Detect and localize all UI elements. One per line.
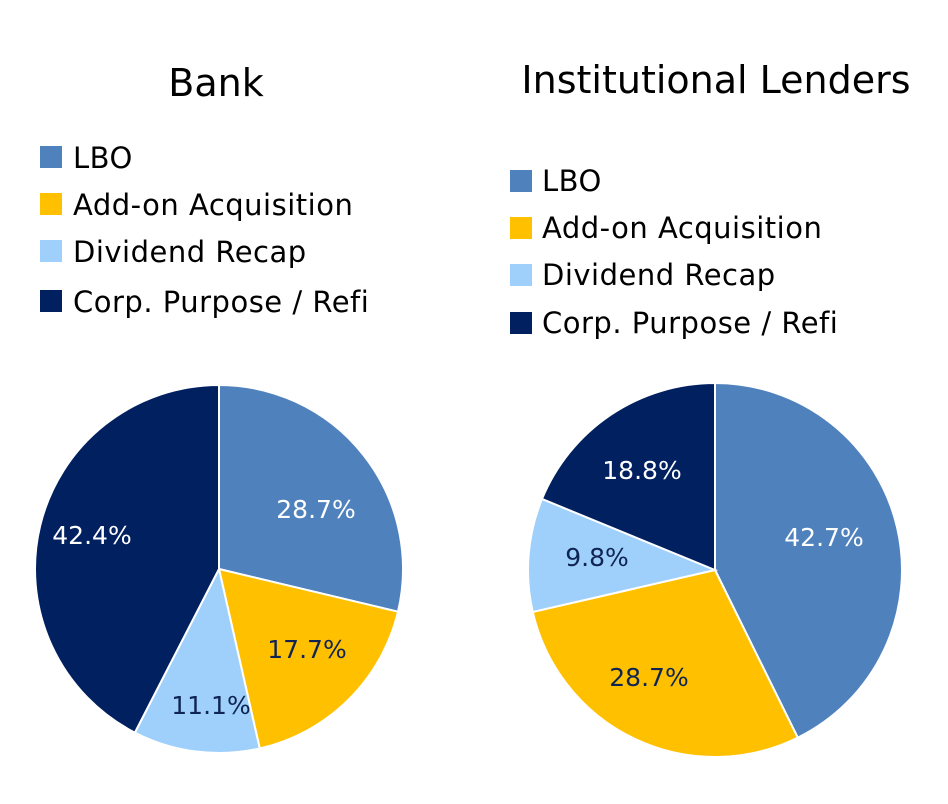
- bank-legend-corp: Corp. Purpose / Refi: [73, 285, 369, 319]
- bank-legend-swatch-dividend: [40, 240, 62, 262]
- inst-legend-add-on: Add-on Acquisition: [542, 211, 822, 245]
- inst-legend-swatch-lbo: [510, 170, 532, 192]
- bank-legend-swatch-corp: [40, 290, 62, 312]
- inst-label-corp: 18.8%: [602, 456, 681, 485]
- bank-legend-lbo: LBO: [73, 141, 133, 175]
- bank-pie: [34, 383, 404, 754]
- bank-legend-swatch-lbo: [40, 146, 62, 168]
- inst-slice-corp: [540, 381, 716, 572]
- bank-legend-swatch-add-on: [40, 193, 62, 215]
- institutional-chart: Institutional Lenders LBO Add-on Acquisi…: [510, 58, 911, 758]
- bank-label-corp: 42.4%: [52, 521, 131, 550]
- inst-legend-swatch-add-on: [510, 217, 532, 239]
- institutional-pie-labels: 42.7% 28.7% 9.8% 18.8%: [565, 456, 863, 692]
- inst-slice-dividend: [527, 497, 719, 614]
- bank-legend-dividend: Dividend Recap: [73, 235, 307, 269]
- bank-slice-dividend: [133, 566, 261, 754]
- bank-slice-add-on: [217, 567, 400, 750]
- inst-label-add-on: 28.7%: [609, 663, 688, 692]
- inst-legend-swatch-dividend: [510, 264, 532, 286]
- bank-label-dividend: 11.1%: [171, 691, 250, 720]
- bank-label-lbo: 28.7%: [276, 495, 355, 524]
- inst-legend-corp: Corp. Purpose / Refi: [542, 306, 838, 340]
- institutional-pie: [527, 381, 903, 758]
- bank-chart-title: Bank: [168, 61, 263, 105]
- inst-label-lbo: 42.7%: [784, 523, 863, 552]
- bank-pie-labels: 28.7% 17.7% 11.1% 42.4%: [52, 495, 355, 720]
- institutional-legend: LBO Add-on Acquisition Dividend Recap Co…: [510, 164, 838, 340]
- inst-legend-swatch-corp: [510, 312, 532, 334]
- bank-legend: LBO Add-on Acquisition Dividend Recap Co…: [40, 141, 369, 319]
- bank-slice-lbo: [218, 383, 404, 613]
- inst-slice-lbo: [714, 381, 903, 740]
- bank-label-add-on: 17.7%: [267, 635, 346, 664]
- bank-legend-add-on: Add-on Acquisition: [73, 188, 353, 222]
- inst-label-dividend: 9.8%: [565, 543, 629, 572]
- bank-slice-corp: [34, 383, 220, 734]
- bank-chart: Bank LBO Add-on Acquisition Dividend Rec…: [34, 61, 404, 754]
- inst-legend-dividend: Dividend Recap: [542, 258, 776, 292]
- inst-legend-lbo: LBO: [542, 164, 602, 198]
- inst-slice-add-on: [531, 568, 800, 758]
- institutional-chart-title: Institutional Lenders: [521, 58, 910, 102]
